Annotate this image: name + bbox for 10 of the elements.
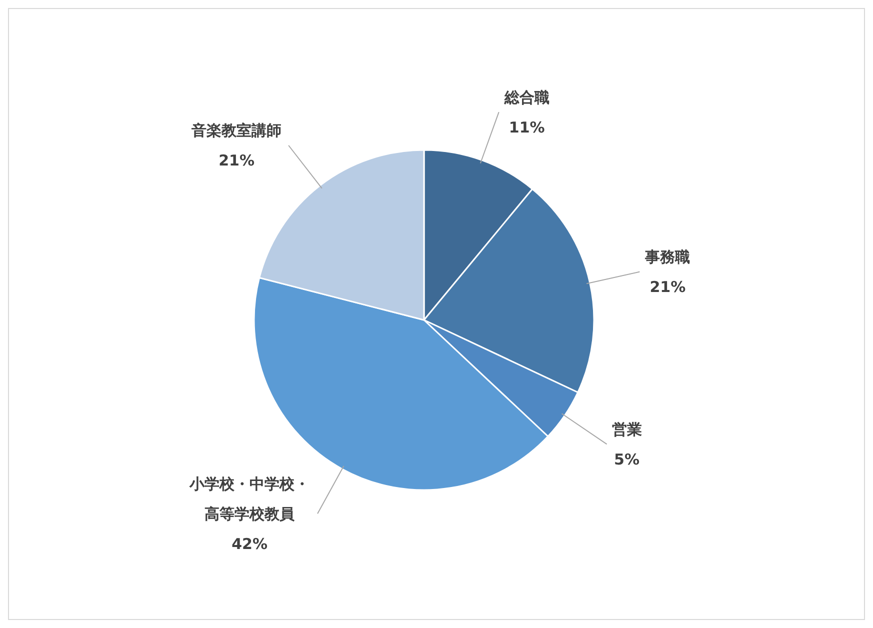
slice-label: 事務職 [644,248,690,266]
slice-label: 音楽教室講師 [190,122,282,140]
data-label: 11% [508,118,545,136]
slice-label: 小学校・中学校・高等学校教員 [188,474,310,523]
slice-label: 総合職 [503,88,550,106]
data-label: 42% [232,534,268,553]
data-label: 21% [218,152,254,170]
data-label: 5% [614,450,640,468]
data-label: 21% [650,278,686,296]
slice-label: 営業 [612,420,642,438]
